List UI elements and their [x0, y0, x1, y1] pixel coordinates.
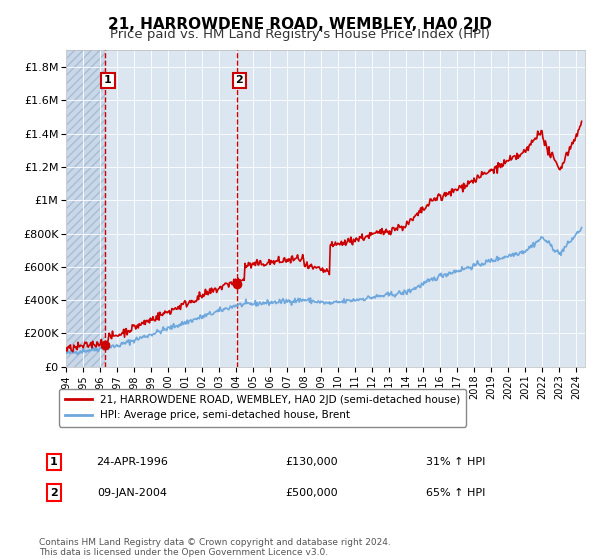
- Text: 1: 1: [104, 76, 112, 85]
- Text: 1: 1: [50, 457, 58, 467]
- Legend: 21, HARROWDENE ROAD, WEMBLEY, HA0 2JD (semi-detached house), HPI: Average price,: 21, HARROWDENE ROAD, WEMBLEY, HA0 2JD (s…: [59, 389, 466, 427]
- Bar: [66, 50, 106, 367]
- Text: 65% ↑ HPI: 65% ↑ HPI: [427, 488, 485, 498]
- Text: 2: 2: [235, 76, 243, 85]
- Text: 2: 2: [50, 488, 58, 498]
- Text: Contains HM Land Registry data © Crown copyright and database right 2024.
This d: Contains HM Land Registry data © Crown c…: [39, 538, 391, 557]
- Text: £130,000: £130,000: [286, 457, 338, 467]
- Text: 21, HARROWDENE ROAD, WEMBLEY, HA0 2JD: 21, HARROWDENE ROAD, WEMBLEY, HA0 2JD: [108, 17, 492, 32]
- Text: 09-JAN-2004: 09-JAN-2004: [97, 488, 167, 498]
- Text: £500,000: £500,000: [286, 488, 338, 498]
- Text: Price paid vs. HM Land Registry's House Price Index (HPI): Price paid vs. HM Land Registry's House …: [110, 28, 490, 41]
- Text: 24-APR-1996: 24-APR-1996: [96, 457, 168, 467]
- Text: 31% ↑ HPI: 31% ↑ HPI: [427, 457, 485, 467]
